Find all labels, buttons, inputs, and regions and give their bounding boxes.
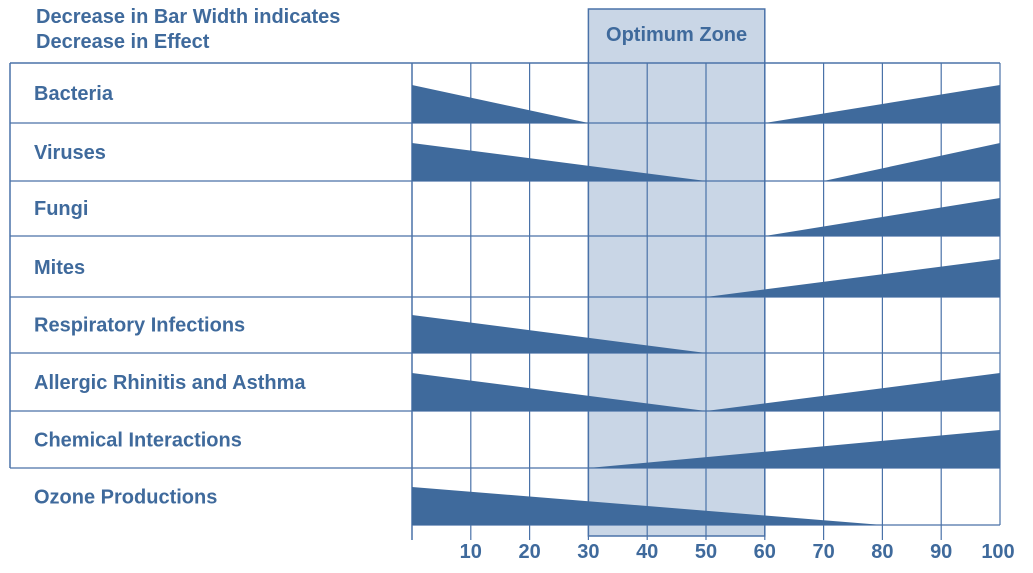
- bar-segment: [764, 85, 1000, 123]
- x-tick-label: 20: [518, 541, 540, 563]
- category-label: Allergic Rhinitis and Asthma: [34, 372, 306, 394]
- chart-title-line-2: Decrease in Effect: [36, 31, 210, 53]
- bars: [412, 85, 1000, 525]
- x-tick-label: 60: [754, 541, 776, 563]
- category-label: Fungi: [34, 198, 88, 220]
- x-tick-label: 80: [871, 541, 893, 563]
- category-label: Viruses: [34, 142, 106, 164]
- bar-segment: [412, 373, 706, 411]
- x-tick-label: 30: [577, 541, 599, 563]
- bar-segment: [412, 85, 589, 123]
- x-tick-label: 70: [812, 541, 834, 563]
- bar-segment: [706, 259, 1000, 297]
- category-label: Respiratory Infections: [34, 315, 245, 337]
- category-label: Mites: [34, 257, 85, 279]
- category-label: Bacteria: [34, 83, 114, 105]
- optimum-zone-label: Optimum Zone: [606, 24, 747, 46]
- optimum-zone-band: [587, 8, 766, 537]
- bar-segment: [823, 143, 1000, 181]
- optimum-zone: Optimum Zone: [587, 8, 766, 537]
- x-tick-label: 100: [981, 541, 1014, 563]
- chart-title-line-1: Decrease in Bar Width indicates: [36, 6, 340, 28]
- grid: [9, 62, 1001, 540]
- bar-segment: [588, 430, 1000, 468]
- category-labels: Bacteria Viruses Fungi Mites Respiratory Inf…: [34, 83, 306, 508]
- bar-segment: [412, 315, 706, 353]
- x-tick-label: 40: [636, 541, 658, 563]
- bar-segment: [412, 487, 883, 525]
- x-tick-label: 10: [460, 541, 482, 563]
- category-label: Ozone Productions: [34, 486, 217, 508]
- bar-segment: [764, 198, 1000, 236]
- bar-segment: [412, 143, 706, 181]
- category-label: Chemical Interactions: [34, 429, 242, 451]
- x-tick-label: 90: [930, 541, 952, 563]
- x-tick-label: 50: [695, 541, 717, 563]
- x-axis-ticks: 10 20 30 40 50 60 70 80 90 100: [460, 541, 1015, 563]
- bar-segment: [706, 373, 1000, 411]
